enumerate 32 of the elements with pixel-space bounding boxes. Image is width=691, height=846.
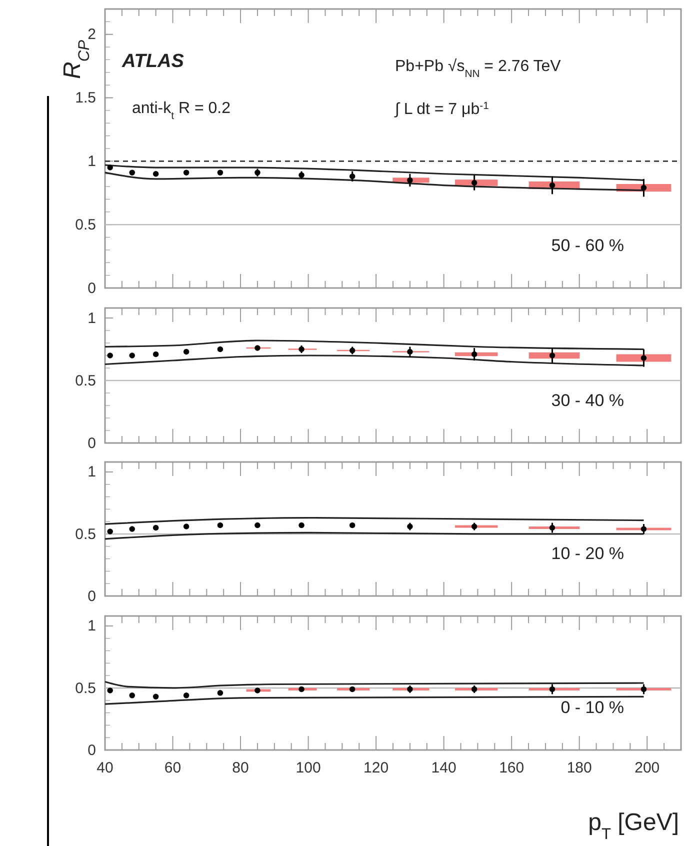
y-tick-label: 1 <box>88 464 96 481</box>
y-tick-label: 0.5 <box>75 680 96 697</box>
annotation: 30 - 40 % <box>551 391 624 410</box>
x-tick-label: 100 <box>296 760 321 777</box>
annotation: anti-k$_{t}$ R = 0.2 <box>132 100 231 122</box>
y-tick-label: 0 <box>88 742 96 759</box>
y-tick-label: 2 <box>88 26 96 44</box>
y-tick-label: 0.5 <box>75 526 96 543</box>
x-axis-title: p$_{T}$ [GeV] <box>588 809 679 842</box>
y-tick-label: 0 <box>88 434 96 452</box>
y-tick-label: 0 <box>88 280 96 297</box>
y-tick-label: 1 <box>88 310 96 327</box>
annotation: 0 - 10 % <box>560 698 624 717</box>
annotation: Pb+Pb √s$_{NN}$ = 2.76 TeV <box>395 58 562 80</box>
annotation: 10 - 20 % <box>551 544 624 563</box>
x-tick-label: 40 <box>96 760 114 777</box>
x-tick-label: 120 <box>364 760 389 777</box>
annotation: ATLAS <box>121 51 184 72</box>
x-tick-label: 60 <box>164 760 182 777</box>
x-tick-label: 80 <box>232 760 249 777</box>
x-tick-label: 160 <box>499 760 524 777</box>
y-tick-label: 0.5 <box>75 216 96 234</box>
y-tick-label: 0.5 <box>75 372 96 390</box>
annotation: 50 - 60 % <box>551 236 624 255</box>
y-tick-label: 1.5 <box>75 90 96 107</box>
x-tick-label: 200 <box>634 760 660 777</box>
y-tick-label: 1 <box>88 152 96 170</box>
x-tick-label: 140 <box>431 760 456 777</box>
x-tick-label: 180 <box>566 760 592 777</box>
y-tick-label: 1 <box>88 618 96 635</box>
y-tick-label: 0 <box>88 588 96 605</box>
annotation: ∫ L dt = 7 μb$^{-1}$ <box>394 100 490 118</box>
